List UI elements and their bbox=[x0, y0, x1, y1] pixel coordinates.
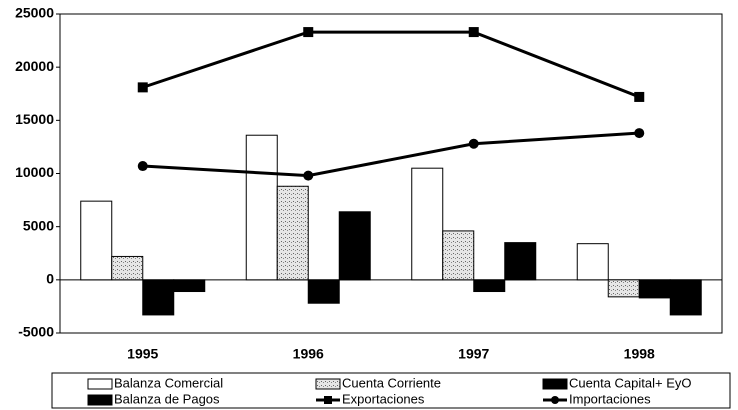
legend-label: Balanza Comercial bbox=[114, 375, 223, 390]
legend-label: Balanza de Pagos bbox=[114, 391, 220, 406]
line-marker bbox=[137, 82, 148, 93]
x-tick-label: 1995 bbox=[127, 346, 158, 362]
x-tick-label: 1996 bbox=[293, 346, 324, 362]
bar bbox=[276, 185, 309, 281]
y-tick-label: 0 bbox=[46, 271, 54, 287]
y-tick-label: -5000 bbox=[18, 324, 54, 340]
bar bbox=[442, 230, 475, 281]
bar bbox=[669, 279, 702, 316]
line-marker bbox=[634, 91, 645, 102]
line bbox=[142, 131, 640, 178]
line-marker bbox=[634, 128, 645, 139]
bar bbox=[576, 243, 609, 281]
bar bbox=[307, 279, 340, 304]
legend-swatch bbox=[87, 394, 113, 406]
legend-label: Exportaciones bbox=[342, 391, 425, 406]
line bbox=[142, 30, 640, 99]
line-marker bbox=[137, 161, 148, 172]
bar bbox=[411, 167, 444, 281]
bar bbox=[607, 279, 640, 298]
y-tick-label: 20000 bbox=[15, 58, 54, 74]
line-marker bbox=[303, 170, 314, 181]
bar bbox=[473, 279, 506, 293]
y-tick-label: 15000 bbox=[15, 111, 54, 127]
bar bbox=[504, 242, 537, 281]
bar bbox=[173, 279, 206, 293]
bar bbox=[638, 279, 671, 299]
legend-label: Cuenta Capital+ EyO bbox=[569, 375, 691, 390]
x-tick-label: 1997 bbox=[458, 346, 489, 362]
bar bbox=[80, 200, 113, 281]
bar bbox=[338, 211, 371, 281]
legend-swatch bbox=[87, 378, 113, 390]
legend-frame bbox=[51, 372, 731, 409]
legend-swatch bbox=[542, 378, 568, 390]
bar bbox=[142, 279, 175, 316]
legend-swatch bbox=[315, 378, 341, 390]
y-tick-label: 5000 bbox=[23, 217, 54, 233]
legend-label: Importaciones bbox=[569, 391, 651, 406]
line-marker bbox=[303, 27, 314, 38]
bar bbox=[111, 255, 144, 281]
line-marker bbox=[468, 27, 479, 38]
y-tick-label: 25000 bbox=[15, 5, 54, 21]
x-tick-label: 1998 bbox=[624, 346, 655, 362]
legend-label: Cuenta Corriente bbox=[342, 375, 441, 390]
legend-marker bbox=[551, 396, 559, 404]
y-tick-label: 10000 bbox=[15, 164, 54, 180]
legend-marker bbox=[324, 396, 332, 404]
bar bbox=[245, 134, 278, 281]
line-marker bbox=[468, 138, 479, 149]
